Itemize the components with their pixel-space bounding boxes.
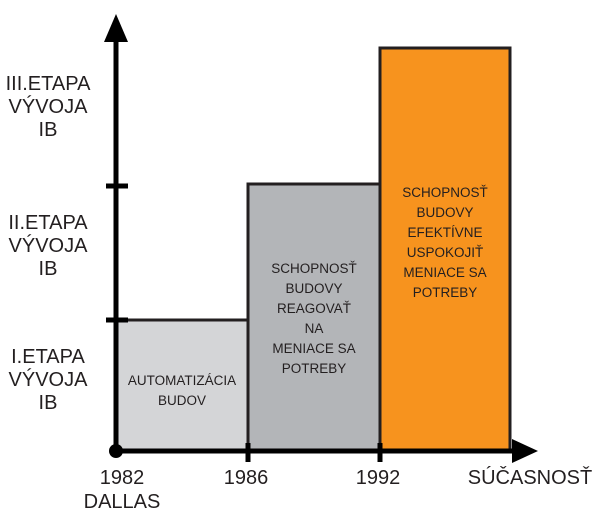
stage-label-line: IB: [39, 258, 58, 280]
bar-label-line: BUDOVY: [416, 205, 473, 220]
stage-label-line: VÝVOJA: [9, 95, 89, 118]
x-axis-arrow-icon: [512, 439, 538, 463]
x-tick-sublabel: DALLAS: [84, 491, 161, 513]
bar-label-line: NA: [305, 321, 324, 336]
stage-label-line: VÝVOJA: [9, 368, 89, 391]
bar-label-line: BUDOV: [158, 393, 206, 408]
bar-label-line: USPOKOJIŤ: [407, 245, 484, 260]
bar-label-line: BUDOVY: [285, 281, 342, 296]
bar-label-line: REAGOVAŤ: [277, 301, 351, 316]
bar-label-line: AUTOMATIZÁCIA: [128, 373, 236, 388]
bar-label-line: POTREBY: [413, 285, 478, 300]
stage-label-line: IB: [39, 119, 58, 141]
origin-dot: [109, 444, 123, 458]
bar-label-line: MENIACE SA: [272, 341, 355, 356]
bar-label-line: EFEKTÍVNE: [407, 225, 482, 240]
bar-3: [378, 46, 512, 453]
x-tick-label: SÚČASNOSŤ: [468, 466, 592, 489]
stage-label-line: III.ETAPA: [6, 73, 91, 95]
stage-label-line: IB: [39, 392, 58, 414]
x-tick-label: 1992: [356, 467, 401, 489]
bar-label-line: SCHOPNOSŤ: [402, 185, 488, 200]
x-tick-label: 1986: [224, 467, 269, 489]
bar-label-line: SCHOPNOSŤ: [271, 261, 357, 276]
bar-2: [246, 182, 382, 453]
stage-label-line: II.ETAPA: [8, 212, 88, 234]
bar-1: [114, 318, 250, 453]
x-tick-label: 1982: [100, 467, 145, 489]
stage-label-line: VÝVOJA: [9, 234, 89, 257]
bar-label-line: MENIACE SA: [403, 265, 486, 280]
bar-label-line: POTREBY: [282, 361, 347, 376]
y-axis-arrow-icon: [104, 14, 128, 42]
stage-label-line: I.ETAPA: [11, 346, 85, 368]
